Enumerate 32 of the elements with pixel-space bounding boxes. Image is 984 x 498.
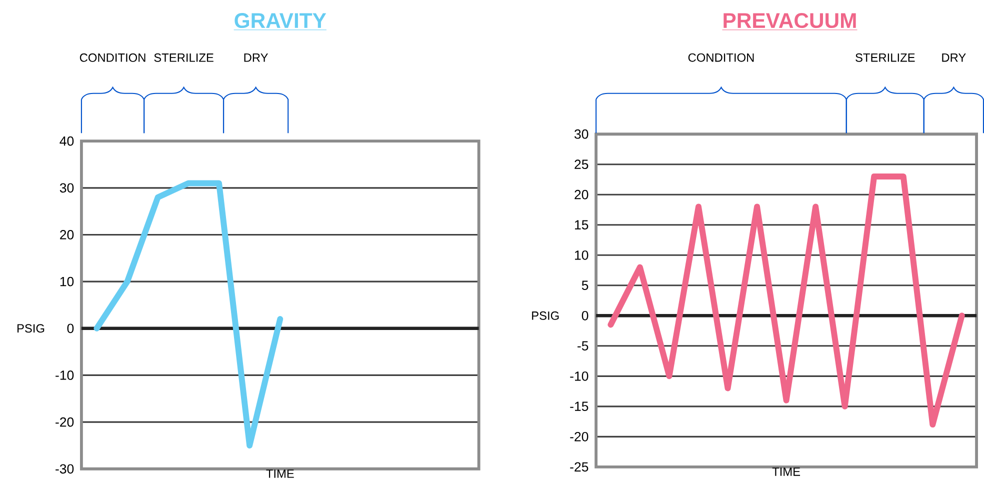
y-tick-label: 10 <box>575 250 588 260</box>
chart-title: GRAVITY <box>234 13 326 28</box>
chart-title: PREVACUUM <box>724 13 856 28</box>
text: CONDITION <box>688 54 754 62</box>
y-axis-title: PSIG <box>532 312 559 320</box>
y-tick-label: 20 <box>60 230 74 240</box>
text: DRY <box>244 54 268 62</box>
y-tick-label: -20 <box>56 418 74 427</box>
y-tick-label: -30 <box>56 464 74 474</box>
y-tick-label: 0 <box>67 324 74 334</box>
y-tick-label: 30 <box>60 183 74 193</box>
x-axis-title: TIME <box>772 468 800 476</box>
y-tick-label: -15 <box>570 402 588 412</box>
x-axis-title: TIME <box>266 470 294 478</box>
text: STERILIZE <box>154 54 214 62</box>
text: DRY <box>942 54 966 62</box>
text: STERILIZE <box>856 54 915 62</box>
y-axis-title: PSIG <box>17 324 44 333</box>
y-tick-label: -10 <box>56 370 74 380</box>
y-tick-label: 20 <box>574 190 588 200</box>
y-tick-label: 10 <box>60 277 74 286</box>
y-tick-label: -25 <box>570 462 588 472</box>
y-tick-label: 15 <box>575 220 588 230</box>
y-tick-label: -20 <box>570 432 588 442</box>
text: CONDITION <box>80 54 146 62</box>
y-tick-label: 30 <box>574 130 588 139</box>
y-tick-label: 40 <box>60 136 74 146</box>
y-tick-label: -10 <box>570 372 588 381</box>
y-tick-label: 5 <box>582 280 588 290</box>
y-tick-label: -5 <box>578 341 588 351</box>
y-tick-label: 25 <box>574 160 588 170</box>
y-tick-label: 0 <box>582 311 588 320</box>
